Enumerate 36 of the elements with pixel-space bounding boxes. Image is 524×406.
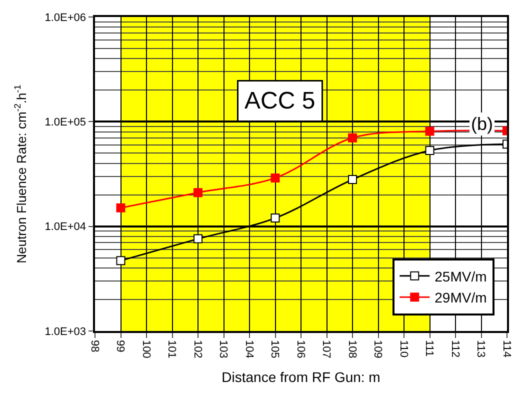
x-tick-label: 108 bbox=[346, 340, 358, 358]
y-tick-label: 1.0E+05 bbox=[44, 116, 86, 129]
x-tick-label: 111 bbox=[423, 340, 436, 357]
y-tick-label: 1.0E+06 bbox=[44, 12, 86, 24]
point bbox=[270, 173, 280, 182]
x-tick-label: 110 bbox=[397, 340, 410, 358]
x-tick-label: 102 bbox=[191, 340, 204, 358]
x-tick-label: 109 bbox=[372, 340, 384, 358]
x-tick-label: 112 bbox=[448, 340, 461, 358]
x-tick-label: 101 bbox=[166, 340, 178, 358]
point bbox=[116, 203, 126, 212]
x-axis-title: Distance from RF Gun: m bbox=[222, 369, 380, 386]
x-tick-label: 114 bbox=[500, 340, 512, 358]
legend-label: 29MV/m bbox=[434, 290, 487, 306]
x-tick-label: 106 bbox=[294, 340, 306, 358]
x-tick-label: 104 bbox=[242, 340, 255, 358]
point bbox=[194, 188, 202, 198]
legend-label: 25MV/m bbox=[434, 268, 487, 284]
annotation: ACC 5 bbox=[244, 88, 316, 114]
point bbox=[348, 175, 357, 184]
x-tick-label: 113 bbox=[474, 340, 487, 358]
point bbox=[270, 214, 280, 223]
x-tick-label: 107 bbox=[320, 340, 332, 358]
x-tick-label: 103 bbox=[217, 340, 230, 358]
annotation: (b) bbox=[471, 114, 493, 134]
point bbox=[348, 133, 357, 142]
x-tick-label: 99 bbox=[114, 340, 126, 352]
point bbox=[194, 234, 202, 244]
point bbox=[425, 146, 434, 156]
x-tick-label: 105 bbox=[268, 340, 281, 358]
y-tick-label: 1.0E+03 bbox=[44, 326, 86, 338]
y-tick-label: 1.0E+04 bbox=[44, 221, 86, 234]
x-tick-label: 100 bbox=[140, 340, 152, 358]
point bbox=[425, 126, 434, 136]
x-tick-label: 98 bbox=[88, 340, 100, 352]
point bbox=[116, 256, 126, 266]
